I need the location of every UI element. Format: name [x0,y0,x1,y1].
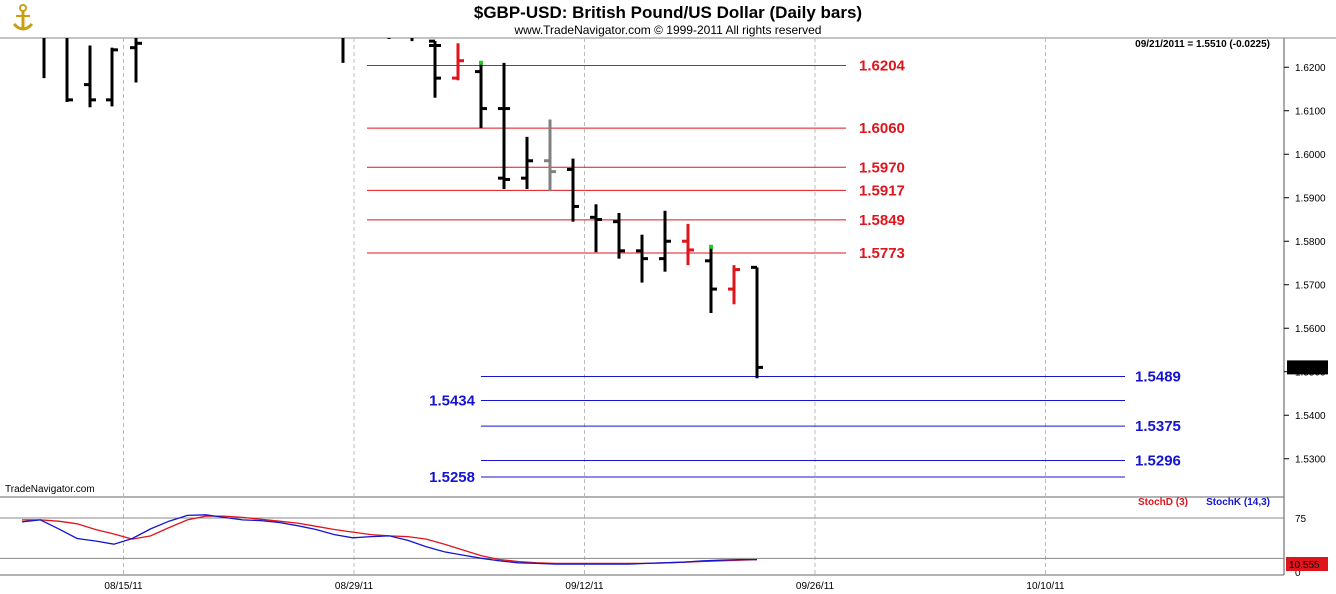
price-tick-label: 1.5400 [1295,411,1326,422]
price-tick-label: 1.6000 [1295,150,1326,161]
stochastic-panel: 75 0 StochD (3) StochK (14,3) 10.555 [0,497,1328,579]
signal-marker [709,244,713,249]
last-price-label: 1.5510 [1291,363,1322,374]
support-label: 1.5489 [1135,369,1181,386]
stochk-line [21,514,757,565]
price-tick-label: 1.5600 [1295,324,1326,335]
watermark-text: TradeNavigator.com [5,484,95,495]
stoch-last-label: 10.555 [1289,560,1320,571]
price-tick-label: 1.5800 [1295,237,1326,248]
grid [123,38,1046,575]
anchor-logo-icon [12,4,34,31]
price-axis: 1.53001.54001.55001.56001.57001.58001.59… [1284,63,1328,466]
date-tick-label: 09/12/11 [565,581,604,592]
stoch-legend-k: StochK (14,3) [1206,497,1270,508]
date-tick-label: 08/15/11 [104,581,143,592]
price-readout: 09/21/2011 = 1.5510 (-0.0225) [1135,39,1270,50]
date-tick-label: 10/10/11 [1026,581,1065,592]
stoch-legend-d: StochD (3) [1138,497,1188,508]
copyright-text: www.TradeNavigator.com © 1999-2011 All r… [514,23,822,37]
price-tick-label: 1.6200 [1295,63,1326,74]
stoch-last-box [1286,557,1328,571]
resistance-label: 1.5849 [859,212,905,229]
signal-marker [479,60,483,65]
support-label: 1.5434 [429,392,476,409]
support-label: 1.5258 [429,469,475,486]
resistance-label: 1.5773 [859,245,905,262]
stoch-tick-label: 75 [1295,514,1307,525]
price-levels: 1.6204 1.6060 1.5970 1.5917 1.5849 1.5773 1.54… [367,58,1181,486]
price-tick-label: 1.6100 [1295,107,1326,118]
price-tick-label: 1.5300 [1295,455,1326,466]
stoch-tick-label: 0 [1295,568,1301,579]
resistance-label: 1.6204 [859,58,906,75]
price-tick-label: 1.5700 [1295,281,1326,292]
price-bars [42,38,763,379]
chart-title: $GBP-USD: British Pound/US Dollar (Daily… [474,3,862,22]
resistance-label: 1.5917 [859,182,905,199]
last-price-box [1287,360,1328,375]
resistance-label: 1.6060 [859,120,905,137]
support-label: 1.5296 [1135,452,1181,469]
date-tick-label: 08/29/11 [335,581,374,592]
support-label: 1.5375 [1135,418,1181,435]
price-tick-label: 1.5900 [1295,194,1326,205]
date-axis: 08/15/11 08/29/11 09/12/11 09/26/11 10/10/11 [104,581,1065,592]
resistance-label: 1.5970 [859,159,905,176]
date-tick-label: 09/26/11 [796,581,835,592]
